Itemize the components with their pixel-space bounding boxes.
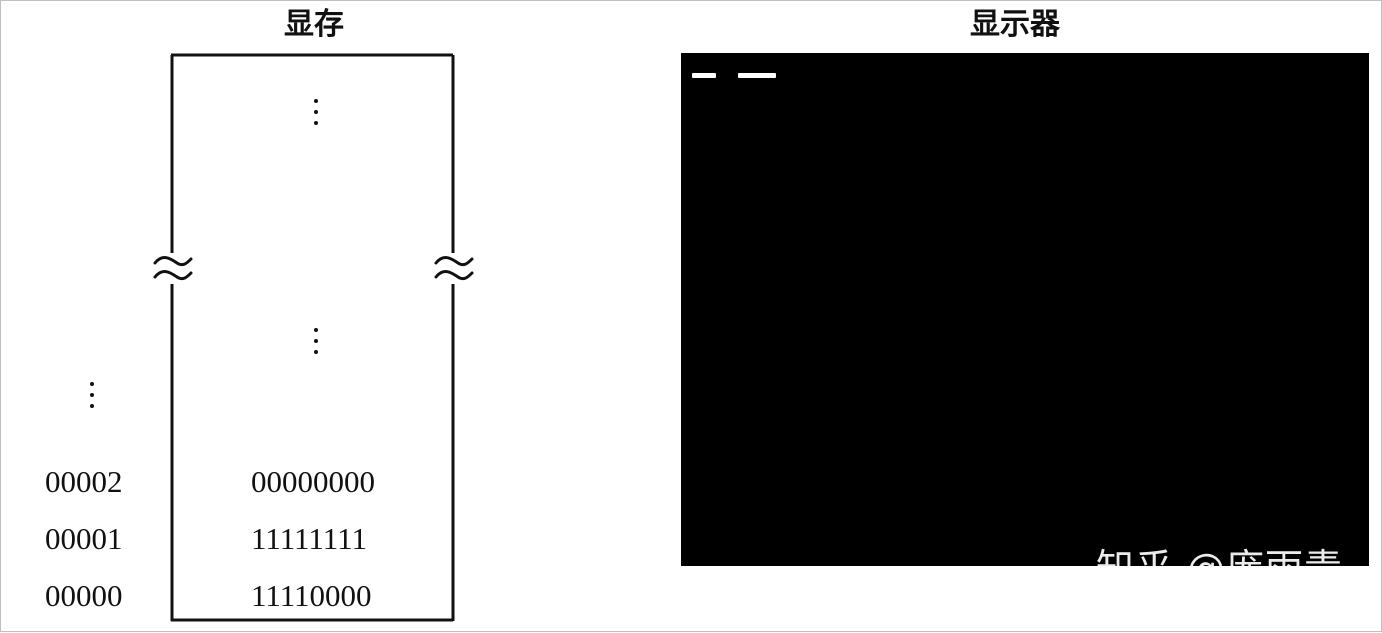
screen-pixel-dash [692, 73, 716, 78]
address-label: 00002 [45, 464, 123, 499]
memory-cell-value: 11110000 [251, 578, 372, 613]
monitor-screen [681, 53, 1369, 566]
memory-cell-value: 00000000 [251, 464, 375, 499]
left-break-mark [153, 256, 193, 281]
screen-pixel-dash [738, 73, 776, 78]
memory-middle-ellipsis [314, 328, 320, 361]
address-label: 00001 [45, 521, 123, 556]
memory-block-outline [153, 53, 474, 622]
address-ellipsis [90, 382, 96, 415]
memory-title: 显存 [284, 7, 344, 42]
monitor-title: 显示器 [970, 7, 1060, 42]
watermark: 知乎 @庞雨青 [1095, 546, 1343, 590]
memory-top-ellipsis [314, 99, 320, 132]
right-break-mark [434, 256, 474, 281]
memory-cell-value: 11111111 [251, 521, 367, 556]
address-label: 00000 [45, 578, 123, 613]
